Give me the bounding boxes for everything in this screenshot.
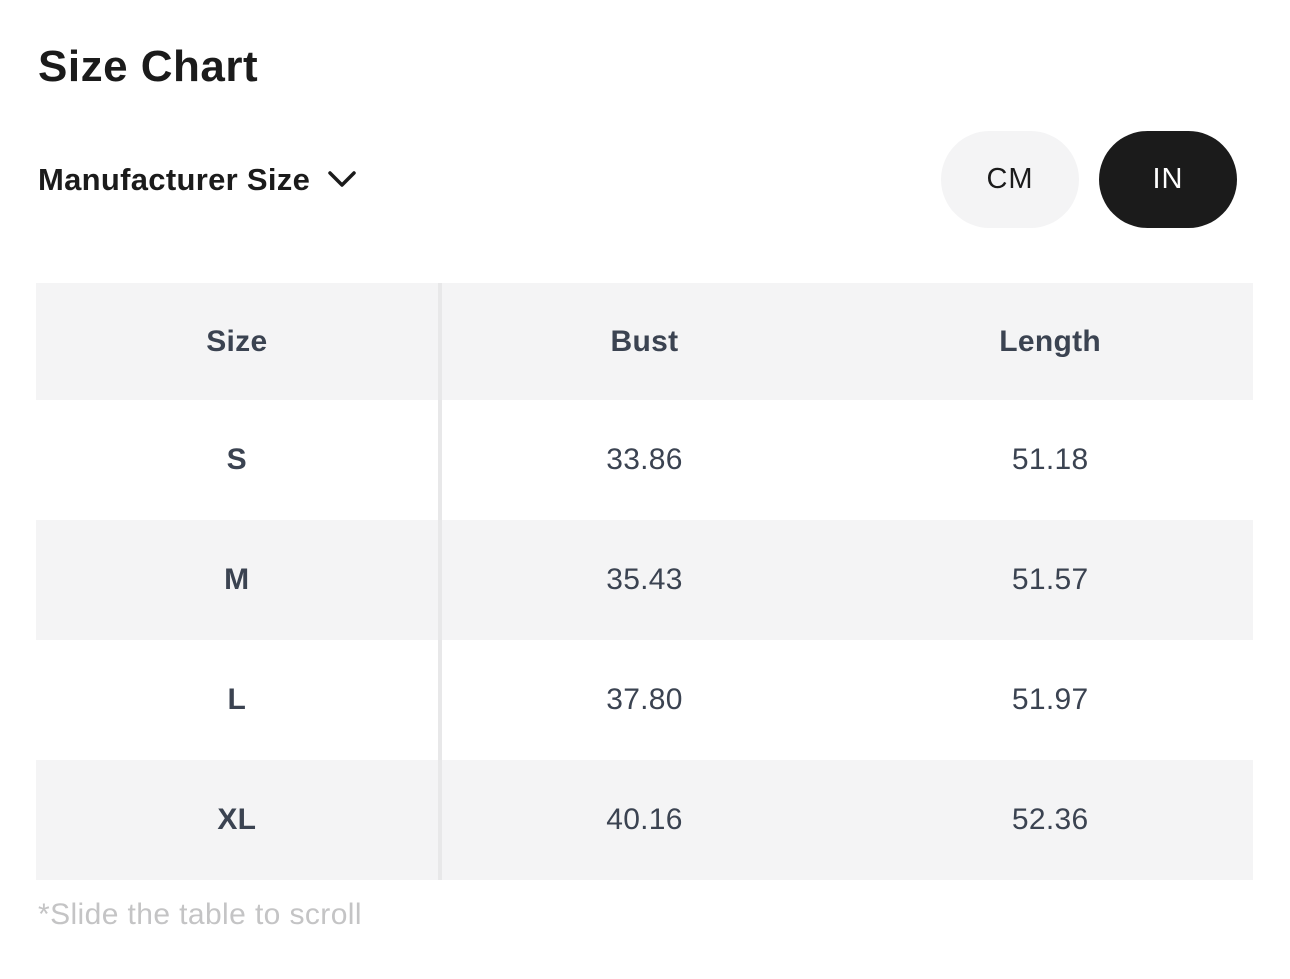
bust-value: 40.16 (606, 803, 683, 836)
length-value: 51.97 (1011, 683, 1089, 716)
size-value: M (36, 520, 442, 640)
unit-toggle: CM IN (941, 131, 1237, 228)
unit-toggle-cm-button[interactable]: CM (941, 131, 1079, 228)
column-header-length: Length (999, 324, 1102, 358)
manufacturer-size-dropdown[interactable]: Manufacturer Size (38, 162, 356, 198)
scroll-hint: *Slide the table to scroll (38, 898, 362, 931)
page-title: Size Chart (38, 42, 259, 91)
column-header-size: Size (36, 283, 442, 400)
table-row: S 33.86 51.18 (36, 400, 1253, 520)
length-value: 51.57 (1011, 563, 1089, 596)
size-value: XL (36, 760, 442, 880)
size-value: L (36, 640, 442, 760)
chevron-down-icon (328, 170, 356, 193)
toolbar: Manufacturer Size CM IN (38, 131, 1237, 228)
size-table[interactable]: Size Bust Length S 33.86 51.18 M 35.43 5… (36, 283, 1253, 880)
bust-value: 37.80 (606, 683, 683, 716)
table-row: M 35.43 51.57 (36, 520, 1253, 640)
length-value: 51.18 (1011, 443, 1089, 476)
column-header-bust: Bust (610, 324, 679, 358)
bust-value: 33.86 (606, 443, 683, 476)
unit-toggle-in-button[interactable]: IN (1099, 131, 1237, 228)
bust-value: 35.43 (606, 563, 683, 596)
length-value: 52.36 (1011, 803, 1089, 836)
size-value: S (36, 400, 442, 520)
manufacturer-size-label: Manufacturer Size (38, 161, 311, 197)
table-header-row: Size Bust Length (36, 283, 1253, 400)
table-row: XL 40.16 52.36 (36, 760, 1253, 880)
table-row: L 37.80 51.97 (36, 640, 1253, 760)
size-chart-page: Size Chart Manufacturer Size CM IN Size … (0, 45, 1290, 979)
